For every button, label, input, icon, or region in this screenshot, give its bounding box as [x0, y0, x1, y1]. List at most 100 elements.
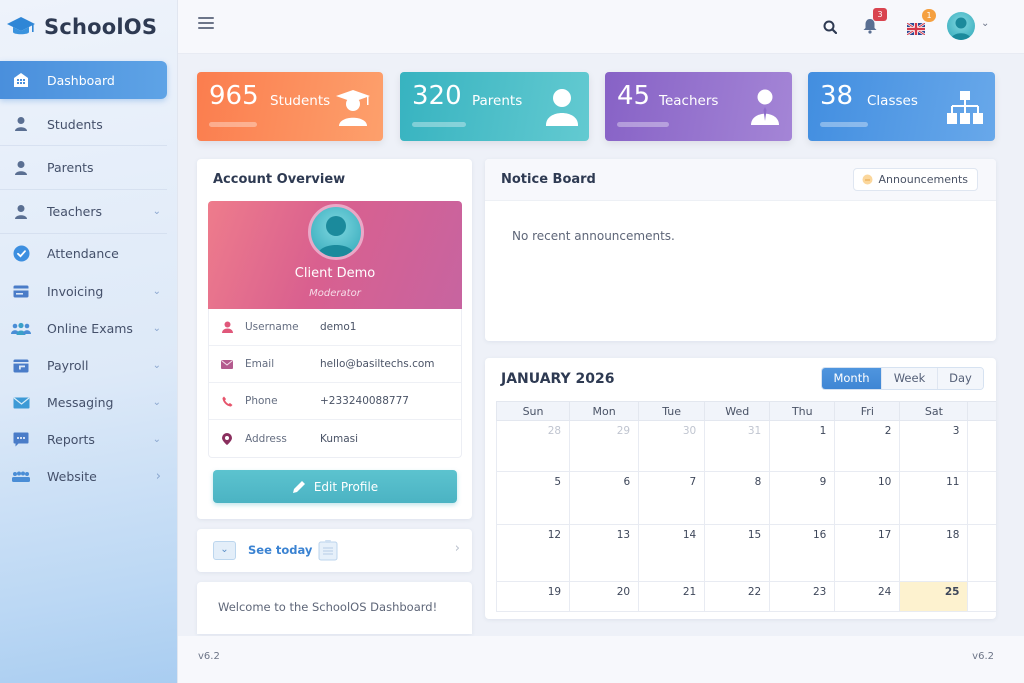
announcements-button[interactable]: Announcements [852, 168, 978, 191]
calendar-day[interactable]: 28 [495, 420, 571, 472]
calendar-day[interactable]: 7 [638, 471, 706, 525]
weekday-thu: Thu [769, 401, 836, 421]
chevron-down-icon: ⌄ [152, 286, 161, 297]
calendar-week-row: 12 13 14 15 16 17 18 [495, 524, 996, 582]
stat-card-students[interactable]: 965 Students [197, 72, 383, 141]
calendar-day[interactable]: 9 [769, 471, 836, 525]
chevron-down-icon: ⌄ [152, 206, 161, 217]
calendar-view-switcher: Month Week Day [821, 367, 984, 390]
calendar-day[interactable]: 11 [899, 471, 969, 525]
envelope-icon [10, 394, 32, 412]
search-icon[interactable] [823, 20, 837, 34]
profile-header: Client Demo Moderator [208, 201, 462, 309]
stat-value: 320 [412, 81, 462, 111]
info-key: Username [245, 321, 299, 333]
calendar-day[interactable]: 30 [638, 420, 706, 472]
calendar-day[interactable]: 14 [638, 524, 706, 582]
footer: v6.2 v6.2 [178, 636, 1024, 683]
calendar-day[interactable]: 13 [569, 524, 640, 582]
stat-label: Students [270, 93, 331, 109]
sidebar-item-label: Attendance [47, 246, 119, 261]
menu-toggle-icon[interactable] [198, 17, 214, 29]
sidebar: SchoolOS Dashboard Students Parents Teac… [0, 0, 178, 683]
stat-card-parents[interactable]: 320 Parents [400, 72, 589, 141]
calendar-day[interactable]: 18 [899, 524, 969, 582]
wallet-icon [10, 357, 32, 375]
sidebar-item-reports[interactable]: Reports ⌄ [0, 421, 167, 458]
calendar-day[interactable]: 8 [704, 471, 771, 525]
stat-card-classes[interactable]: 38 Classes [808, 72, 995, 141]
profile-name: Client Demo [294, 266, 376, 281]
calendar-day[interactable]: 20 [569, 581, 640, 612]
notifications-button[interactable]: 3 [863, 8, 887, 36]
calendar-card: JANUARY 2026 Month Week Day Sun Mon Tue … [485, 358, 996, 619]
sidebar-nav: Dashboard Students Parents Teachers ⌄ At… [0, 61, 177, 495]
calendar-day[interactable]: 21 [638, 581, 706, 612]
stat-progress [820, 122, 868, 127]
stat-card-teachers[interactable]: 45 Teachers [605, 72, 792, 141]
calendar-day[interactable]: 1 [769, 420, 836, 472]
sidebar-item-payroll[interactable]: Payroll ⌄ [0, 347, 167, 384]
sidebar-item-parents[interactable]: Parents [0, 146, 167, 190]
footer-version-left: v6.2 [198, 651, 220, 662]
expand-toggle[interactable]: ⌄ [213, 541, 236, 560]
calendar-day[interactable]: 15 [704, 524, 771, 582]
info-key: Phone [245, 395, 278, 407]
user-menu[interactable]: ⌄ [947, 12, 995, 42]
user-icon [10, 115, 32, 133]
welcome-card: Welcome to the SchoolOS Dashboard! [197, 582, 472, 634]
edit-profile-label: Edit Profile [313, 479, 379, 494]
stat-value: 45 [617, 81, 651, 111]
see-today-bar[interactable]: ⌄ See today › [197, 529, 472, 572]
footer-version-right: v6.2 [972, 651, 994, 662]
calendar-day[interactable]: 31 [704, 420, 771, 472]
info-value: Kumasi [320, 432, 359, 445]
weekday-mon: Mon [569, 401, 640, 421]
announcements-label: Announcements [878, 173, 968, 186]
view-month-button[interactable]: Month [822, 368, 881, 389]
calendar-day[interactable]: 17 [834, 524, 901, 582]
calendar-day[interactable]: 2 [834, 420, 901, 472]
calendar-gutter [967, 420, 996, 472]
view-day-button[interactable]: Day [937, 368, 983, 389]
sidebar-item-students[interactable]: Students [0, 103, 167, 146]
info-key: Address [245, 432, 287, 445]
calendar-day[interactable]: 29 [569, 420, 640, 472]
stat-value: 965 [209, 81, 259, 111]
sidebar-item-invoicing[interactable]: Invoicing ⌄ [0, 273, 167, 310]
chevron-down-icon: ⌄ [152, 360, 161, 371]
logo[interactable]: SchoolOS [0, 0, 177, 54]
sidebar-item-messaging[interactable]: Messaging ⌄ [0, 384, 167, 421]
sidebar-item-attendance[interactable]: Attendance [0, 234, 167, 273]
view-week-button[interactable]: Week [881, 368, 937, 389]
calendar-day-today[interactable]: 25 [899, 581, 969, 612]
app-name: SchoolOS [44, 15, 158, 39]
edit-profile-button[interactable]: Edit Profile [213, 470, 457, 503]
school-building-icon [10, 71, 32, 89]
notice-board-card: Notice Board Announcements No recent ann… [485, 159, 996, 341]
graduation-cap-logo-icon [7, 17, 35, 35]
calendar-day[interactable]: 10 [834, 471, 901, 525]
user-icon [209, 321, 245, 333]
calendar-day[interactable]: 6 [569, 471, 640, 525]
calendar-day[interactable]: 19 [495, 581, 571, 612]
sidebar-item-dashboard[interactable]: Dashboard [0, 61, 167, 99]
calendar-day[interactable]: 12 [495, 524, 571, 582]
calendar-day[interactable]: 24 [834, 581, 901, 612]
calendar-grid: Sun Mon Tue Wed Thu Fri Sat 28 29 30 31 … [495, 401, 996, 612]
language-selector[interactable]: 1 [906, 9, 936, 36]
welcome-text: Welcome to the SchoolOS Dashboard! [218, 600, 438, 614]
sidebar-item-website[interactable]: Website › [0, 458, 167, 495]
notice-board-header: Notice Board Announcements [485, 159, 996, 201]
sidebar-item-online-exams[interactable]: Online Exams ⌄ [0, 310, 167, 347]
calendar-week-row: 5 6 7 8 9 10 11 [495, 471, 996, 525]
phone-icon [209, 396, 245, 407]
sidebar-item-teachers[interactable]: Teachers ⌄ [0, 190, 167, 234]
calendar-day[interactable]: 22 [704, 581, 771, 612]
calendar-day[interactable]: 23 [769, 581, 836, 612]
sidebar-item-label: Invoicing [47, 284, 104, 299]
notice-empty-text: No recent announcements. [512, 229, 675, 243]
calendar-day[interactable]: 16 [769, 524, 836, 582]
calendar-day[interactable]: 5 [495, 471, 571, 525]
calendar-day[interactable]: 3 [899, 420, 969, 472]
